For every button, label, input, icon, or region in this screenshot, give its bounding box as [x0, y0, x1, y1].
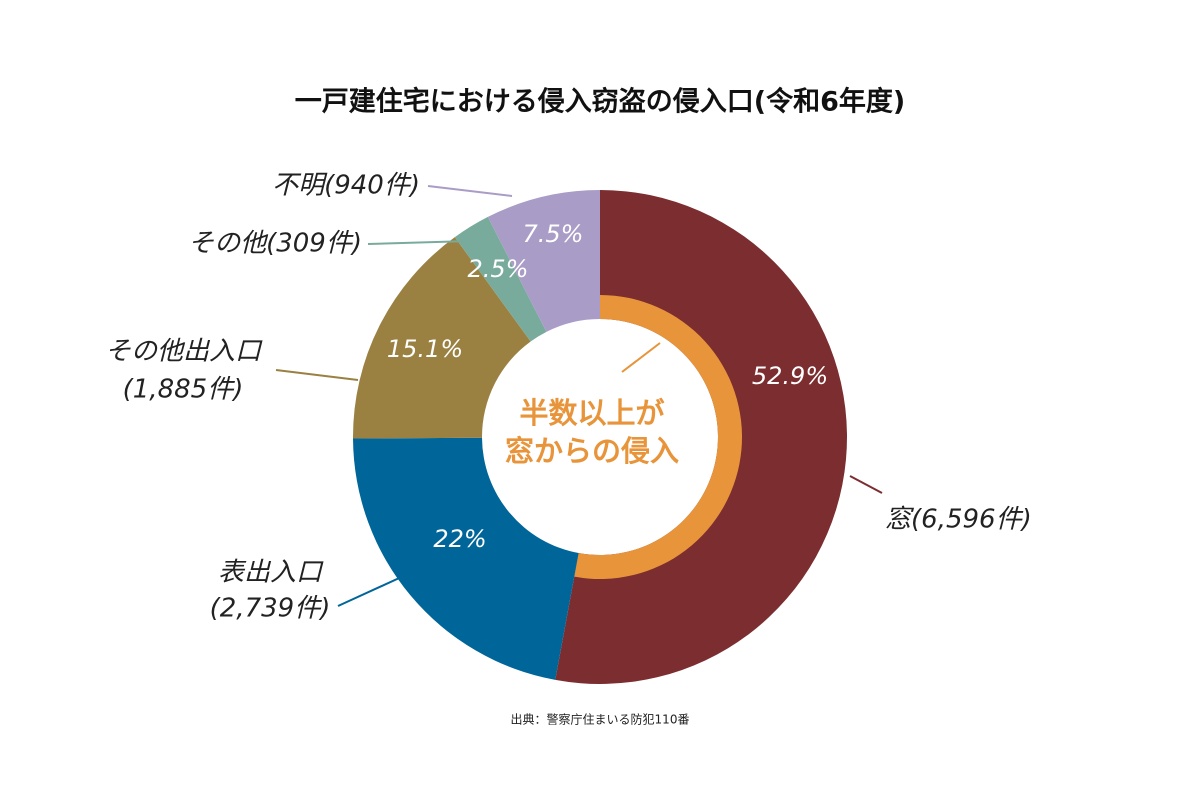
value-label: 2.5%	[468, 255, 529, 283]
category-label: (2,739件)	[210, 594, 331, 624]
slice	[353, 437, 579, 680]
leader-line	[337, 573, 409, 607]
category-label: 窓(6,596件)	[885, 505, 1032, 535]
category-label: (1,885件)	[123, 375, 244, 405]
category-label: 不明(940件)	[272, 171, 420, 201]
value-label: 15.1%	[387, 335, 463, 363]
highlight-ring	[574, 295, 742, 579]
center-text: 半数以上が	[519, 396, 664, 430]
leader-line	[367, 240, 471, 245]
center-text: 窓からの侵入	[505, 434, 679, 468]
chart-title: 一戸建住宅における侵入窃盗の侵入口(令和6年度)	[295, 86, 905, 118]
leader-line	[427, 185, 513, 197]
pointer-line	[621, 342, 661, 373]
leader-line	[275, 369, 359, 381]
value-label: 7.5%	[523, 220, 584, 248]
value-label: 22%	[433, 525, 486, 553]
source: 出典：警察庁住まいる防犯110番	[511, 712, 690, 727]
category-label: その他(309件)	[188, 229, 362, 259]
slice	[487, 190, 600, 332]
leader-line	[849, 475, 883, 494]
value-label: 52.9%	[752, 362, 828, 390]
category-label: 表出入口	[218, 558, 324, 588]
slice	[353, 237, 531, 439]
category-label: その他出入口	[105, 337, 263, 367]
slice	[454, 216, 547, 342]
